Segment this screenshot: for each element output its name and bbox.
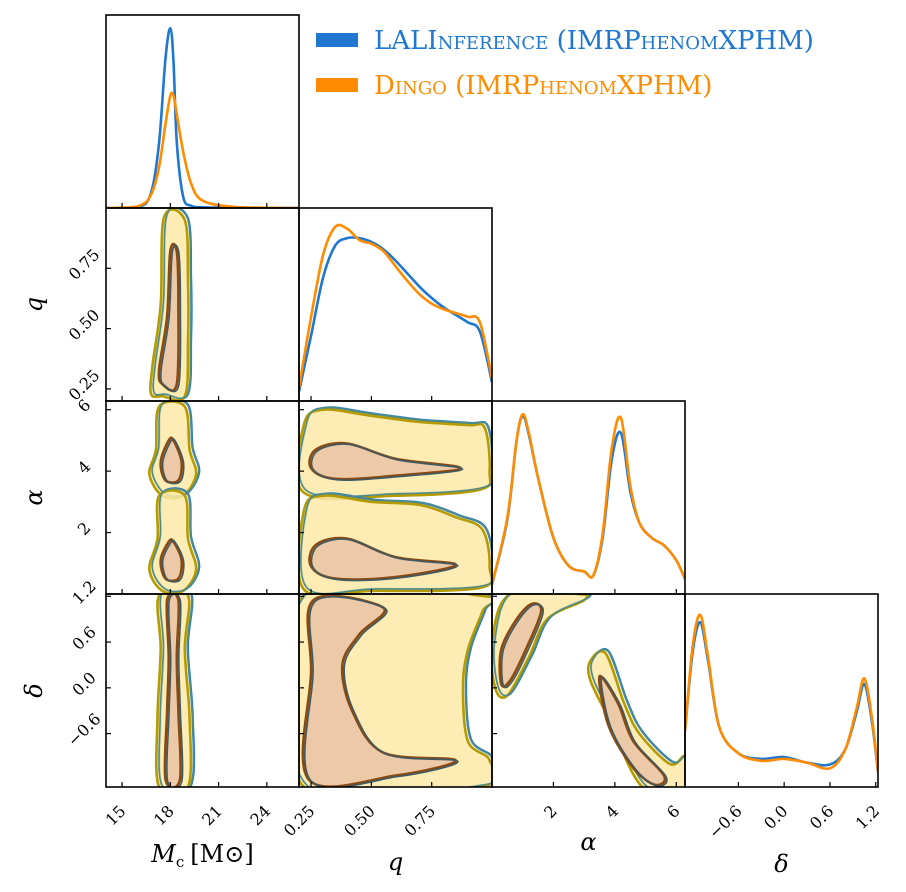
y-axis-label-delta: δ bbox=[20, 683, 48, 697]
x-axis-label-Mc: Mc [M⊙] bbox=[150, 840, 253, 871]
axis-labels: Mc [M⊙] q α δ q α δ bbox=[20, 297, 789, 878]
x-tick-label-Mc: 24 bbox=[246, 801, 274, 829]
y-tick-label-delta: −0.6 bbox=[64, 709, 105, 750]
contour-lal-outer-line-0 bbox=[493, 594, 592, 697]
panel-frame-3-3 bbox=[684, 593, 879, 788]
legend-swatch-0 bbox=[316, 33, 358, 47]
contour-Mc-q bbox=[149, 208, 193, 401]
y-tick-label-delta: 1.2 bbox=[68, 577, 99, 608]
marginal-Mc-Dingo bbox=[106, 91, 299, 208]
y-tick-label-delta: 0.6 bbox=[68, 622, 99, 653]
marginal-q bbox=[299, 223, 492, 392]
x-tick-label-alpha: 6 bbox=[663, 801, 684, 822]
y-tick-label-alpha: 4 bbox=[74, 457, 95, 478]
y-tick-label-alpha: 6 bbox=[74, 395, 95, 416]
contour-lal-outer-line-0 bbox=[151, 401, 200, 498]
x-tick-label-q: 0.25 bbox=[280, 801, 319, 840]
marginal-q-Dingo bbox=[299, 223, 492, 389]
marginal-alpha-Dingo bbox=[492, 412, 685, 585]
y-tick-label-alpha: 2 bbox=[74, 518, 95, 539]
x-tick-label-Mc: 18 bbox=[150, 801, 178, 829]
y-tick-label-q: 0.50 bbox=[65, 305, 104, 344]
contour-Mc-delta bbox=[154, 594, 196, 787]
contour-dingo-inner-1 bbox=[597, 674, 667, 787]
contour-lal-inner-0 bbox=[161, 437, 185, 485]
contour-lal-inner-1 bbox=[600, 676, 668, 787]
contour-lal-inner-0 bbox=[160, 244, 182, 393]
panel-frame-0-1 bbox=[105, 207, 300, 402]
contour-lal-outer-line-0 bbox=[152, 208, 192, 400]
x-tick-label-delta: 1.2 bbox=[852, 801, 883, 832]
contour-lal-outer-line-1 bbox=[151, 487, 200, 593]
contour-lal-outer-line-0 bbox=[299, 406, 492, 498]
x-tick-label-delta: −0.6 bbox=[705, 801, 746, 842]
x-axis-label-q: q bbox=[388, 848, 403, 876]
y-tick-label-q: 0.75 bbox=[65, 245, 104, 284]
marginal-q-LALInference bbox=[299, 236, 492, 392]
contour-dingo-inner-0 bbox=[163, 594, 183, 787]
x-axis-label-alpha: α bbox=[580, 828, 596, 856]
y-tick-label-q: 0.25 bbox=[65, 366, 104, 405]
panel-frame-0-2 bbox=[105, 400, 300, 595]
contour-lal-outer-line-0 bbox=[299, 594, 492, 787]
panel-frame-0-3 bbox=[105, 593, 300, 788]
panel-frame-0-0 bbox=[105, 14, 300, 209]
contour-q-delta bbox=[299, 594, 492, 787]
contour-dingo-inner-0 bbox=[159, 436, 184, 484]
x-tick-label-alpha: 2 bbox=[540, 801, 561, 822]
x-tick-label-q: 0.50 bbox=[340, 801, 379, 840]
contour-lal-inner-1 bbox=[310, 538, 459, 582]
contour-Mc-alpha bbox=[148, 401, 201, 594]
marginal-Mc-LALInference bbox=[106, 26, 299, 208]
y-tick-label-delta: 0.0 bbox=[68, 668, 99, 699]
marginal-delta-Dingo bbox=[685, 613, 878, 773]
contour-alpha-delta bbox=[492, 594, 685, 787]
contour-lal-outer-line-0 bbox=[158, 594, 195, 787]
contour-dingo-inner-0 bbox=[301, 594, 458, 787]
contour-q-alpha bbox=[299, 406, 492, 594]
contour-lal-inner-0 bbox=[500, 603, 544, 689]
x-axis-label-delta: δ bbox=[774, 850, 788, 878]
contour-lal-inner-0 bbox=[165, 594, 184, 787]
x-tick-label-delta: 0.0 bbox=[760, 801, 791, 832]
x-tick-label-Mc: 15 bbox=[102, 801, 130, 829]
x-tick-label-alpha: 4 bbox=[602, 801, 623, 822]
contour-dingo-inner-1 bbox=[308, 536, 458, 581]
contour-lal-outer-line-1 bbox=[299, 492, 492, 594]
x-tick-label-delta: 0.6 bbox=[806, 801, 837, 832]
panels bbox=[105, 14, 879, 788]
contour-lal-inner-0 bbox=[304, 596, 459, 787]
y-axis-label-alpha: α bbox=[20, 489, 48, 505]
legend-swatch-1 bbox=[316, 78, 358, 92]
legend-label-1: Dingo (IMRPhenomXPHM) bbox=[374, 71, 712, 101]
legend: LALInference (IMRPhenomXPHM) Dingo (IMRPh… bbox=[316, 26, 814, 101]
x-tick-label-Mc: 21 bbox=[198, 801, 226, 829]
y-axis-label-q: q bbox=[20, 297, 48, 312]
marginal-Mc bbox=[106, 26, 299, 208]
marginal-alpha-LALInference bbox=[492, 414, 685, 585]
panel-frame-2-2 bbox=[491, 400, 686, 595]
contour-lal-inner-1 bbox=[161, 539, 185, 583]
x-tick-label-q: 0.75 bbox=[400, 801, 439, 840]
marginal-alpha bbox=[492, 412, 685, 585]
contour-lal-inner-0 bbox=[310, 443, 464, 481]
legend-label-0: LALInference (IMRPhenomXPHM) bbox=[374, 26, 814, 56]
marginal-delta bbox=[685, 613, 878, 773]
